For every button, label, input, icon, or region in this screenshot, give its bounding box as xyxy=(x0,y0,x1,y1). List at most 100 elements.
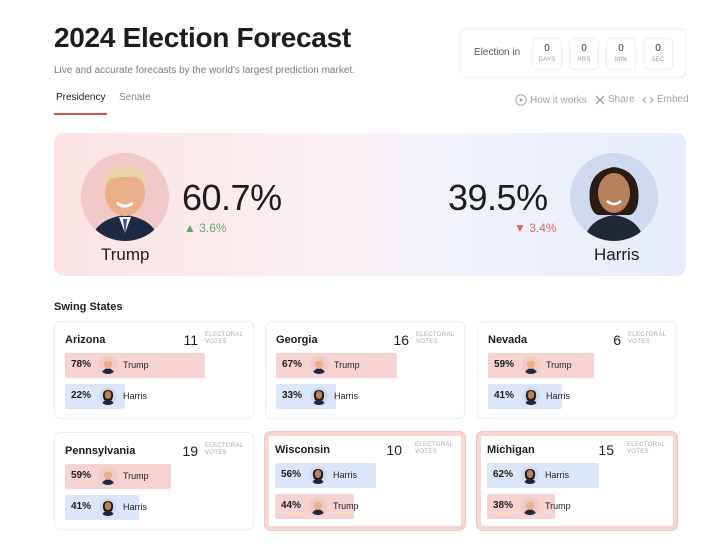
electoral-label-line2: VOTES xyxy=(416,339,438,345)
probability-value: 56% xyxy=(281,469,302,480)
candidate-row-trump: 44% Trump xyxy=(275,494,455,519)
probability-bar xyxy=(65,464,171,489)
trump-avatar-icon xyxy=(310,356,328,374)
swing-state-card-arizona[interactable]: Arizona 11 ELECTORAL VOTES 78% Trump 22% Harris xyxy=(54,321,254,419)
probability-value: 62% xyxy=(493,469,514,480)
share-label: Share xyxy=(608,94,635,105)
electoral-label-line1: ELECTORAL xyxy=(627,442,666,448)
state-name: Georgia xyxy=(276,334,318,346)
candidate-name: Harris xyxy=(123,502,147,512)
embed-link[interactable]: Embed xyxy=(642,94,689,105)
electoral-votes-count: 15 xyxy=(598,442,614,458)
harris-avatar xyxy=(570,153,658,241)
electoral-label-line1: ELECTORAL xyxy=(205,332,244,338)
countdown-seconds-unit: SEC xyxy=(651,57,665,63)
state-name: Nevada xyxy=(488,334,528,346)
electoral-votes-count: 6 xyxy=(613,332,621,348)
harris-change-value: 3.4% xyxy=(529,221,557,235)
state-name: Michigan xyxy=(487,444,535,456)
electoral-votes-label: ELECTORAL VOTES xyxy=(416,332,454,346)
trump-odds: 60.7% xyxy=(182,177,282,218)
share-link[interactable]: Share xyxy=(595,94,635,105)
swing-state-card-michigan[interactable]: Michigan 15 ELECTORAL VOTES 62% Harris 38% Trum… xyxy=(477,432,677,530)
candidate-name: Harris xyxy=(546,391,570,401)
code-icon xyxy=(642,95,654,105)
candidate-name: Harris xyxy=(545,470,569,480)
trump-name: Trump xyxy=(101,245,150,264)
harris-avatar-icon xyxy=(309,466,327,484)
electoral-votes-label: ELECTORAL VOTES xyxy=(628,332,666,346)
swing-state-card-georgia[interactable]: Georgia 16 ELECTORAL VOTES 67% Trump 33% Harris xyxy=(265,321,465,419)
trump-avatar-icon xyxy=(309,497,327,515)
countdown-days: 0 DAYS xyxy=(532,38,562,70)
probability-bar xyxy=(488,353,594,378)
trump-change-value: 3.6% xyxy=(199,221,227,235)
countdown-days-unit: DAYS xyxy=(538,57,556,63)
candidate-name: Harris xyxy=(333,470,357,480)
countdown-days-value: 0 xyxy=(544,43,550,54)
countdown-minutes-unit: MIN xyxy=(615,57,627,63)
probability-value: 33% xyxy=(282,390,303,401)
trump-avatar-icon xyxy=(99,356,117,374)
probability-bar xyxy=(487,463,599,488)
countdown-hours-unit: HRS xyxy=(577,57,591,63)
electoral-label-line2: VOTES xyxy=(205,339,227,345)
state-name: Arizona xyxy=(65,334,106,346)
probability-bar xyxy=(65,353,205,378)
candidate-row-harris: 33% Harris xyxy=(276,384,456,409)
presidency-odds-panel: Trump 60.7% ▲ 3.6% 39.5% ▼ 3.4% Harris xyxy=(54,133,686,276)
election-countdown: Election in 0 DAYS 0 HRS 0 MIN 0 SEC xyxy=(460,28,686,78)
candidate-row-harris: 41% Harris xyxy=(65,495,245,520)
countdown-hours-value: 0 xyxy=(581,43,587,54)
harris-avatar-icon xyxy=(521,466,539,484)
electoral-votes-count: 16 xyxy=(393,332,409,348)
countdown-label: Election in xyxy=(474,47,521,58)
trump-avatar-icon xyxy=(521,497,539,515)
candidate-name: Trump xyxy=(546,360,572,370)
tab-presidency[interactable]: Presidency xyxy=(56,92,106,103)
page-title: 2024 Election Forecast xyxy=(54,22,351,53)
how-it-works-link[interactable]: How it works xyxy=(515,94,587,106)
electoral-label-line1: ELECTORAL xyxy=(628,332,667,338)
candidate-row-harris: 22% Harris xyxy=(65,384,245,409)
swing-state-card-pennsylvania[interactable]: Pennsylvania 19 ELECTORAL VOTES 59% Trump 41% H… xyxy=(54,432,254,530)
electoral-label-line2: VOTES xyxy=(627,449,649,455)
countdown-minutes-value: 0 xyxy=(618,43,624,54)
probability-value: 38% xyxy=(493,500,514,511)
trump-avatar-icon xyxy=(99,467,117,485)
electoral-votes-label: ELECTORAL VOTES xyxy=(415,442,453,456)
active-tab-indicator xyxy=(54,113,107,115)
page-subtitle: Live and accurate forecasts by the world… xyxy=(54,65,355,76)
electoral-label-line1: ELECTORAL xyxy=(416,332,455,338)
candidate-row-harris: 56% Harris xyxy=(275,463,455,488)
candidate-row-trump: 38% Trump xyxy=(487,494,667,519)
candidate-row-harris: 41% Harris xyxy=(488,384,668,409)
candidate-name: Trump xyxy=(123,360,149,370)
electoral-label-line1: ELECTORAL xyxy=(415,442,454,448)
countdown-hours: 0 HRS xyxy=(569,38,599,70)
down-arrow-icon: ▼ xyxy=(514,221,526,235)
harris-avatar-icon xyxy=(99,498,117,516)
harris-avatar-icon xyxy=(310,387,328,405)
x-logo-icon xyxy=(595,95,605,105)
candidate-row-trump: 59% Trump xyxy=(65,464,245,489)
harris-avatar-icon xyxy=(522,387,540,405)
trump-avatar xyxy=(81,153,169,241)
candidate-row-trump: 59% Trump xyxy=(488,353,668,378)
probability-value: 59% xyxy=(71,470,92,481)
trump-change: ▲ 3.6% xyxy=(184,221,227,235)
swing-state-card-nevada[interactable]: Nevada 6 ELECTORAL VOTES 59% Trump 41% Harris xyxy=(477,321,677,419)
probability-value: 41% xyxy=(494,390,515,401)
trump-avatar-icon xyxy=(522,356,540,374)
swing-state-card-wisconsin[interactable]: Wisconsin 10 ELECTORAL VOTES 56% Harris 44% Tru… xyxy=(265,432,465,530)
electoral-label-line1: ELECTORAL xyxy=(205,443,244,449)
harris-name: Harris xyxy=(594,245,640,264)
candidate-name: Trump xyxy=(334,360,360,370)
state-name: Pennsylvania xyxy=(65,445,136,457)
electoral-votes-label: ELECTORAL VOTES xyxy=(627,442,665,456)
how-it-works-label: How it works xyxy=(530,94,587,106)
tab-senate[interactable]: Senate xyxy=(119,92,151,103)
probability-value: 22% xyxy=(71,390,92,401)
candidate-name: Harris xyxy=(334,391,358,401)
electoral-votes-count: 10 xyxy=(386,442,402,458)
